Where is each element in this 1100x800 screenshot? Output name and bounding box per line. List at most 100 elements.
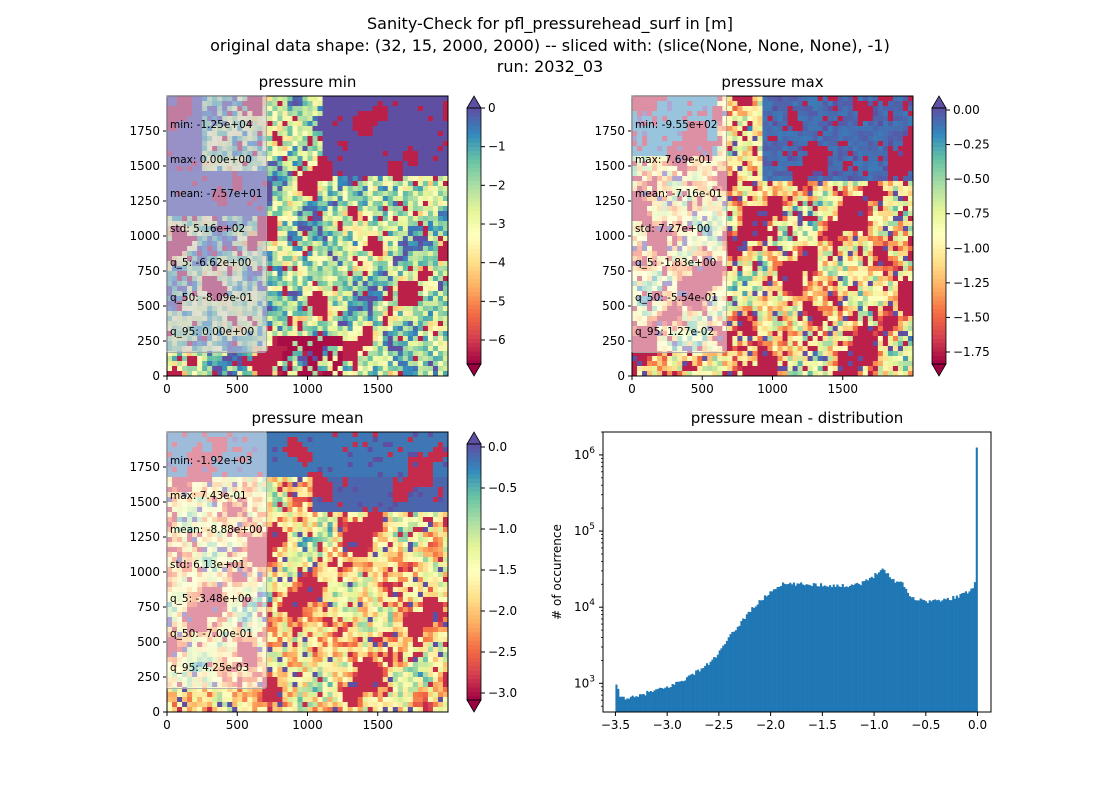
heatmap-cell [732, 131, 738, 137]
heatmap-cell [317, 361, 323, 367]
heatmap-cell [352, 181, 359, 187]
heatmap-cell [277, 251, 283, 257]
heatmap-cell [382, 156, 389, 162]
heatmap-cell [442, 211, 448, 217]
heatmap-cell [362, 346, 369, 352]
heatmap-cell [277, 111, 283, 117]
heatmap-cell [812, 136, 819, 142]
heatmap-cell [882, 151, 889, 157]
heatmap-cell [297, 311, 303, 317]
heatmap-cell [352, 126, 359, 132]
heatmap-cell [417, 221, 424, 227]
heatmap-cell [337, 261, 344, 267]
colorbar-segment [467, 184, 481, 190]
heatmap-cell [382, 176, 389, 182]
heatmap-cell [747, 221, 753, 227]
heatmap-cell [342, 176, 349, 182]
heatmap-cell [377, 331, 384, 337]
heatmap-cell [292, 136, 298, 142]
heatmap-cell [427, 141, 434, 147]
heatmap-cell [432, 121, 439, 127]
heatmap-cell [347, 106, 354, 112]
heatmap-cell [372, 216, 379, 222]
heatmap-cell [352, 206, 359, 212]
heatmap-cell [822, 206, 829, 212]
heatmap-cell [727, 166, 733, 172]
heatmap-cell [372, 271, 379, 277]
heatmap-cell [792, 246, 798, 252]
heatmap-cell [842, 121, 849, 127]
heatmap-cell [347, 201, 354, 207]
heatmap-cell [282, 111, 288, 117]
heatmap-cell [812, 196, 819, 202]
heatmap-cell [332, 276, 339, 282]
heatmap-cell [382, 361, 389, 367]
heatmap-cell [312, 331, 318, 337]
heatmap-cell [442, 241, 448, 247]
heatmap-cell [727, 221, 733, 227]
heatmap-cell [437, 341, 444, 347]
heatmap-cell [417, 291, 424, 297]
heatmap-cell [407, 226, 414, 232]
heatmap-cell [427, 346, 434, 352]
heatmap-cell [782, 246, 788, 252]
heatmap-cell [412, 246, 419, 252]
heatmap-cell [267, 146, 273, 152]
heatmap-cell [407, 256, 414, 262]
heatmap-cell [317, 126, 323, 132]
heatmap-cell [737, 166, 743, 172]
heatmap-cell [407, 136, 414, 142]
heatmap-cell [387, 281, 394, 287]
heatmap-cell [377, 366, 384, 372]
heatmap-cell [742, 111, 748, 117]
heatmap-cell [817, 236, 824, 242]
heatmap-cell [272, 181, 278, 187]
heatmap-cell [362, 291, 369, 297]
heatmap-cell [342, 96, 349, 102]
heatmap-cell [302, 276, 308, 282]
heatmap-cell [852, 136, 859, 142]
heatmap-cell [272, 266, 278, 272]
heatmap-cell [392, 276, 399, 282]
heatmap-cell [407, 116, 414, 122]
heatmap-cell [417, 261, 424, 267]
heatmap-cell [392, 161, 399, 167]
heatmap-cell [837, 206, 844, 212]
heatmap-cell [882, 146, 889, 152]
heatmap-cell [397, 231, 404, 237]
heatmap-cell [892, 226, 899, 232]
heatmap-cell [372, 246, 379, 252]
heatmap-cell [297, 171, 303, 177]
heatmap-cell [197, 366, 203, 372]
heatmap-cell [312, 156, 318, 162]
heatmap-cell [817, 196, 824, 202]
heatmap-cell [752, 226, 758, 232]
heatmap-cell [352, 186, 359, 192]
heatmap-cell [812, 111, 819, 117]
heatmap-cell [342, 161, 349, 167]
heatmap-cell [377, 211, 384, 217]
heatmap-cell [872, 211, 879, 217]
heatmap-cell [302, 181, 308, 187]
heatmap-cell [292, 166, 298, 172]
heatmap-cell [197, 351, 203, 357]
heatmap-cell [332, 321, 339, 327]
colorbar-segment [467, 116, 481, 122]
heatmap-cell [412, 346, 419, 352]
heatmap-cell [822, 201, 829, 207]
heatmap-cell [872, 196, 879, 202]
heatmap-cell [787, 181, 793, 187]
heatmap-cell [417, 216, 424, 222]
heatmap-cell [172, 371, 178, 376]
heatmap-cell [877, 111, 884, 117]
heatmap-cell [832, 151, 839, 157]
heatmap-cell [877, 136, 884, 142]
heatmap-cell [782, 206, 788, 212]
heatmap-cell [362, 246, 369, 252]
heatmap-cell [827, 106, 834, 112]
heatmap-cell [327, 366, 333, 372]
heatmap-cell [352, 271, 359, 277]
heatmap-cell [362, 141, 369, 147]
heatmap-cell [392, 231, 399, 237]
heatmap-cell [752, 151, 758, 157]
